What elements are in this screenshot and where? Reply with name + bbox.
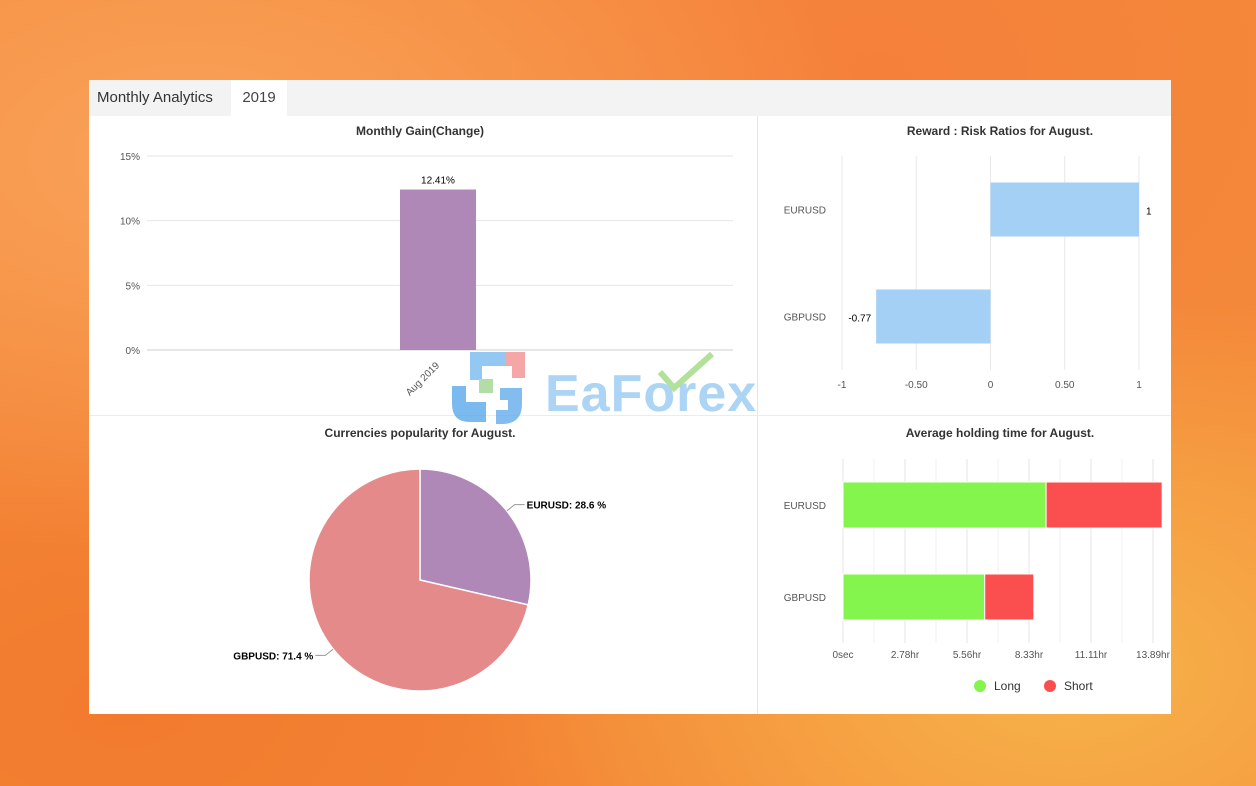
- ht-xtick-label: 2.78hr: [891, 650, 920, 661]
- pie-data-label: GBPUSD: 71.4 %: [233, 651, 313, 662]
- rr-xtick-label: 0.50: [1055, 380, 1075, 391]
- pie-connector: [506, 504, 525, 512]
- legend-short-label[interactable]: Short: [1064, 679, 1093, 693]
- rr-data-label: -0.77: [848, 314, 871, 325]
- monthly-gain-chart: Monthly Gain(Change) 0% 5% 10% 15% 12.41% Au…: [120, 124, 733, 398]
- gain-bar: [400, 189, 476, 350]
- eaforex-wordmark: EaForex: [545, 365, 757, 423]
- reward-risk-chart: Reward : Risk Ratios for August. EURUSD 1…: [784, 124, 1152, 391]
- gain-ytick-label: 10%: [120, 217, 140, 228]
- ht-xtick-label: 8.33hr: [1015, 650, 1044, 661]
- rr-bar: [990, 182, 1139, 237]
- currencies-popularity-chart: Currencies popularity for August. EURUSD…: [233, 426, 607, 692]
- legend-long-label[interactable]: Long: [994, 679, 1021, 693]
- ht-xtick-label: 13.89hr: [1136, 650, 1171, 661]
- ht-xtick-label: 0sec: [832, 650, 853, 661]
- ht-xtick-label: 11.11hr: [1075, 650, 1108, 661]
- gain-ytick-label: 5%: [126, 281, 141, 292]
- ht-category-label: EURUSD: [784, 501, 826, 512]
- rr-data-label: 1: [1146, 207, 1152, 218]
- rr-category-label: EURUSD: [784, 206, 826, 217]
- rr-xtick-label: 0: [988, 380, 994, 391]
- gain-xtick-label: Aug 2019: [404, 360, 442, 398]
- checkmark-icon: [657, 351, 715, 393]
- legend-long-marker: [974, 680, 986, 692]
- gain-ytick-label: 15%: [120, 152, 140, 163]
- ht-xtick-label: 5.56hr: [953, 650, 982, 661]
- rr-xtick-label: -0.50: [905, 380, 928, 391]
- horizontal-divider: [89, 415, 1171, 416]
- pie-connector: [315, 648, 334, 656]
- ht-bar-short: [1045, 481, 1163, 529]
- rr-xtick-label: -1: [838, 380, 847, 391]
- rr-xtick-label: 1: [1136, 380, 1142, 391]
- holding-time-title: Average holding time for August.: [906, 426, 1094, 440]
- pie-slice: [419, 468, 532, 606]
- rr-category-label: GBPUSD: [784, 313, 826, 324]
- gain-data-label: 12.41%: [421, 175, 455, 186]
- holding-time-chart: Average holding time for August. EURUSD G…: [784, 426, 1171, 693]
- ht-category-label: GBPUSD: [784, 593, 826, 604]
- tab-year-2019[interactable]: 2019: [231, 80, 287, 116]
- pie-slice: [308, 468, 530, 692]
- rr-bar: [876, 289, 991, 344]
- eaforex-watermark: EaForex: [452, 351, 757, 424]
- pie-data-label: EURUSD: 28.6 %: [527, 501, 607, 512]
- ht-bar-long: [842, 481, 1047, 529]
- monthly-gain-title: Monthly Gain(Change): [356, 124, 484, 138]
- ht-bar-long: [842, 573, 986, 621]
- ht-bar-short: [984, 573, 1035, 621]
- currencies-popularity-title: Currencies popularity for August.: [325, 426, 516, 440]
- legend-short-marker: [1044, 680, 1056, 692]
- reward-risk-title: Reward : Risk Ratios for August.: [907, 124, 1093, 138]
- eaforex-logo-icon: [452, 352, 525, 424]
- gain-ytick-label: 0%: [126, 346, 141, 357]
- tab-monthly-analytics[interactable]: Monthly Analytics: [97, 89, 213, 106]
- tab-bar: Monthly Analytics 2019: [89, 80, 1171, 116]
